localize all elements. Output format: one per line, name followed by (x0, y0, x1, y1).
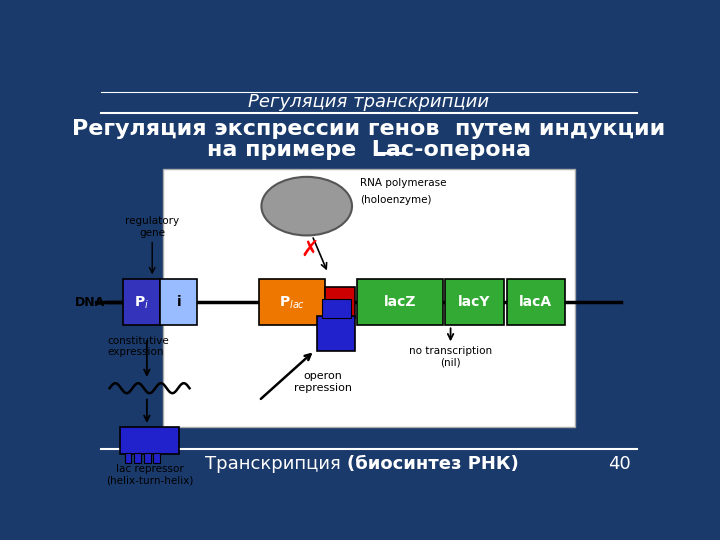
Ellipse shape (261, 177, 352, 235)
FancyBboxPatch shape (134, 453, 141, 463)
Text: lac repressor
(helix-turn-helix): lac repressor (helix-turn-helix) (106, 464, 193, 486)
Text: (биосинтез РНК): (биосинтез РНК) (347, 455, 518, 473)
Text: constitutive
expression: constitutive expression (107, 336, 168, 357)
Text: RNA polymerase: RNA polymerase (360, 178, 446, 188)
Text: regulatory
gene: regulatory gene (125, 216, 179, 238)
FancyBboxPatch shape (507, 279, 565, 326)
FancyBboxPatch shape (318, 316, 355, 350)
FancyBboxPatch shape (325, 287, 355, 318)
FancyBboxPatch shape (123, 279, 160, 326)
Text: Регуляция экспрессии генов  путем индукции: Регуляция экспрессии генов путем индукци… (73, 119, 665, 139)
Text: 40: 40 (608, 455, 631, 473)
FancyBboxPatch shape (120, 427, 179, 454)
FancyBboxPatch shape (153, 453, 160, 463)
Text: ✗: ✗ (300, 240, 319, 260)
FancyBboxPatch shape (357, 279, 443, 326)
FancyBboxPatch shape (445, 279, 504, 326)
Text: DNA: DNA (75, 296, 105, 309)
Text: operon
repression: operon repression (294, 371, 351, 393)
Text: Регуляция транскрипции: Регуляция транскрипции (248, 93, 490, 111)
Text: на примере  Lac-оперона: на примере Lac-оперона (207, 140, 531, 160)
Text: lacY: lacY (459, 295, 491, 309)
Text: (holoenzyme): (holoenzyme) (360, 195, 431, 205)
FancyBboxPatch shape (163, 168, 575, 427)
Text: lacA: lacA (519, 295, 552, 309)
FancyBboxPatch shape (160, 279, 197, 326)
Text: no transcription
(nil): no transcription (nil) (409, 346, 492, 368)
Text: lacZ: lacZ (384, 295, 416, 309)
FancyBboxPatch shape (258, 279, 325, 326)
Text: i: i (176, 295, 181, 309)
FancyBboxPatch shape (125, 453, 132, 463)
FancyBboxPatch shape (322, 300, 351, 318)
Text: Транскрипция: Транскрипция (205, 455, 347, 473)
FancyBboxPatch shape (144, 453, 150, 463)
Text: P$_i$: P$_i$ (134, 294, 149, 310)
Text: P$_{lac}$: P$_{lac}$ (279, 294, 305, 310)
